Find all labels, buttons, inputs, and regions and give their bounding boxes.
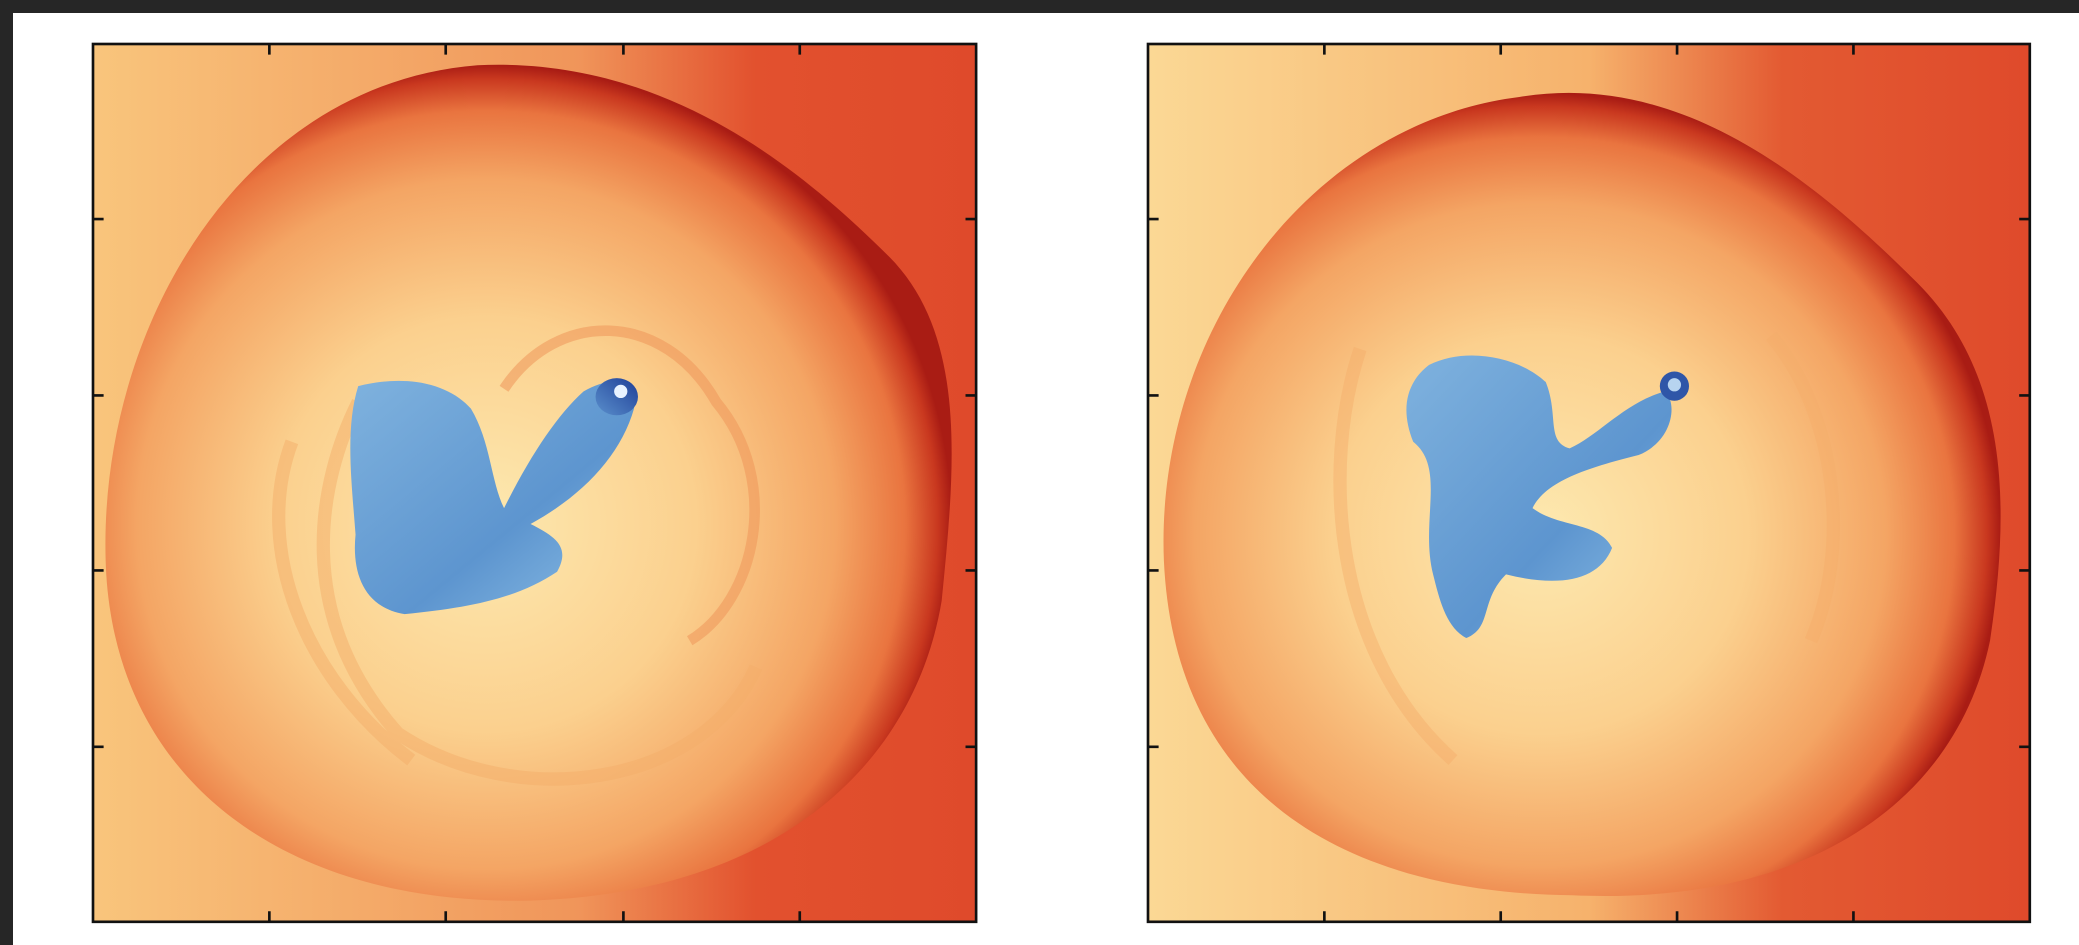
screenshot — [0, 0, 2079, 945]
bright-spot — [1668, 378, 1681, 391]
page: (() => { const data = JSON.parse(documen… — [0, 0, 2079, 945]
bright-spot — [614, 385, 627, 398]
right-panel — [1148, 44, 2030, 922]
left-panel — [93, 44, 976, 922]
